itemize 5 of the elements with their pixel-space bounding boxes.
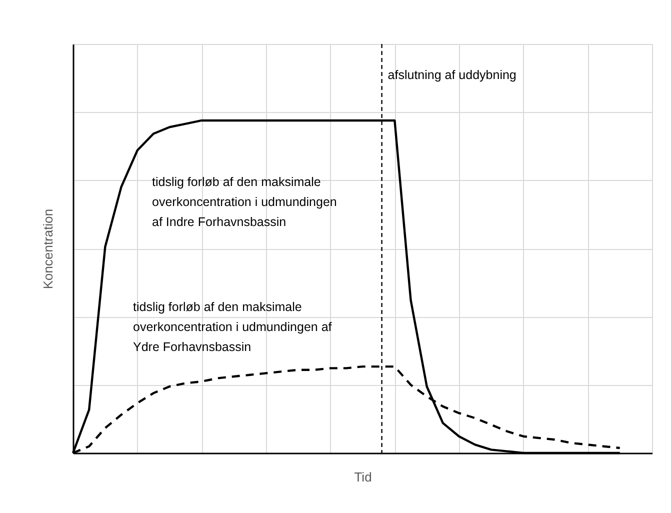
text: afslutning af uddybning bbox=[388, 68, 516, 82]
series-label: tidslig forløb af den maksimale overkoncentration i udmundingen af Ydre Forhavnsbassin bbox=[133, 300, 332, 354]
series-label: tidslig forløb af den maksimale overkoncentration i udmundingen af Indre Forhavnsbassin bbox=[152, 175, 337, 229]
x-axis-title: Tid bbox=[354, 470, 372, 484]
y-axis-title: Koncentration bbox=[40, 208, 56, 290]
